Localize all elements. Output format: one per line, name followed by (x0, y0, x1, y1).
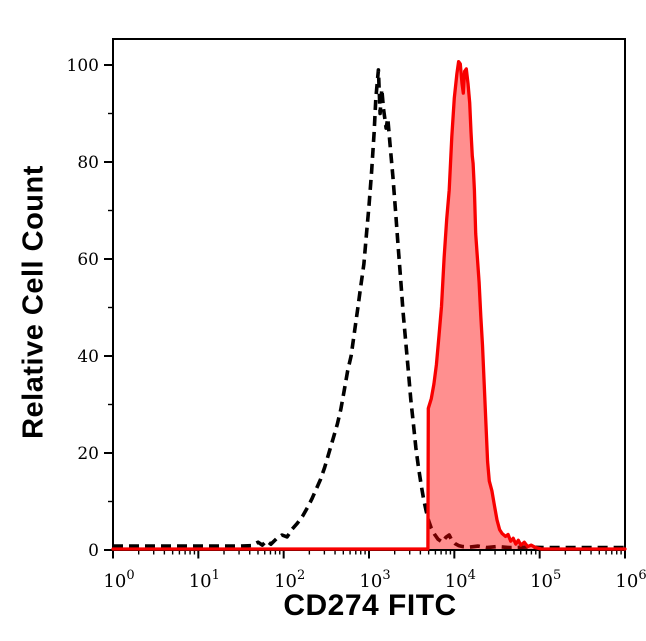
y-axis-title: Relative Cell Count (17, 165, 50, 439)
sample-histogram-curve (111, 59, 627, 551)
x-tick-label: 106 (615, 568, 646, 592)
axis-tick-layer: 100 101 102 103 104 105 106 0 20 40 60 80 100 (67, 56, 646, 592)
x-axis-title: CD274 FITC (283, 589, 457, 622)
x-tick-label: 102 (274, 568, 305, 592)
x-tick-label: 104 (445, 568, 476, 592)
y-tick-label: 0 (88, 541, 99, 561)
x-tick-label: 100 (103, 568, 134, 592)
control-histogram-dashed-curve (113, 68, 625, 550)
sample-histogram-fill (113, 61, 625, 549)
x-tick-label: 105 (530, 568, 561, 592)
y-tick-label: 60 (77, 250, 99, 270)
y-tick-label: 20 (77, 444, 99, 464)
plot-border-box (112, 38, 626, 551)
x-tick-label: 103 (359, 568, 390, 592)
y-tick-label: 80 (77, 153, 99, 173)
y-tick-label: 100 (67, 56, 99, 76)
series-layer (111, 59, 627, 551)
y-tick-label: 40 (77, 347, 99, 367)
x-tick-label: 101 (189, 568, 220, 592)
